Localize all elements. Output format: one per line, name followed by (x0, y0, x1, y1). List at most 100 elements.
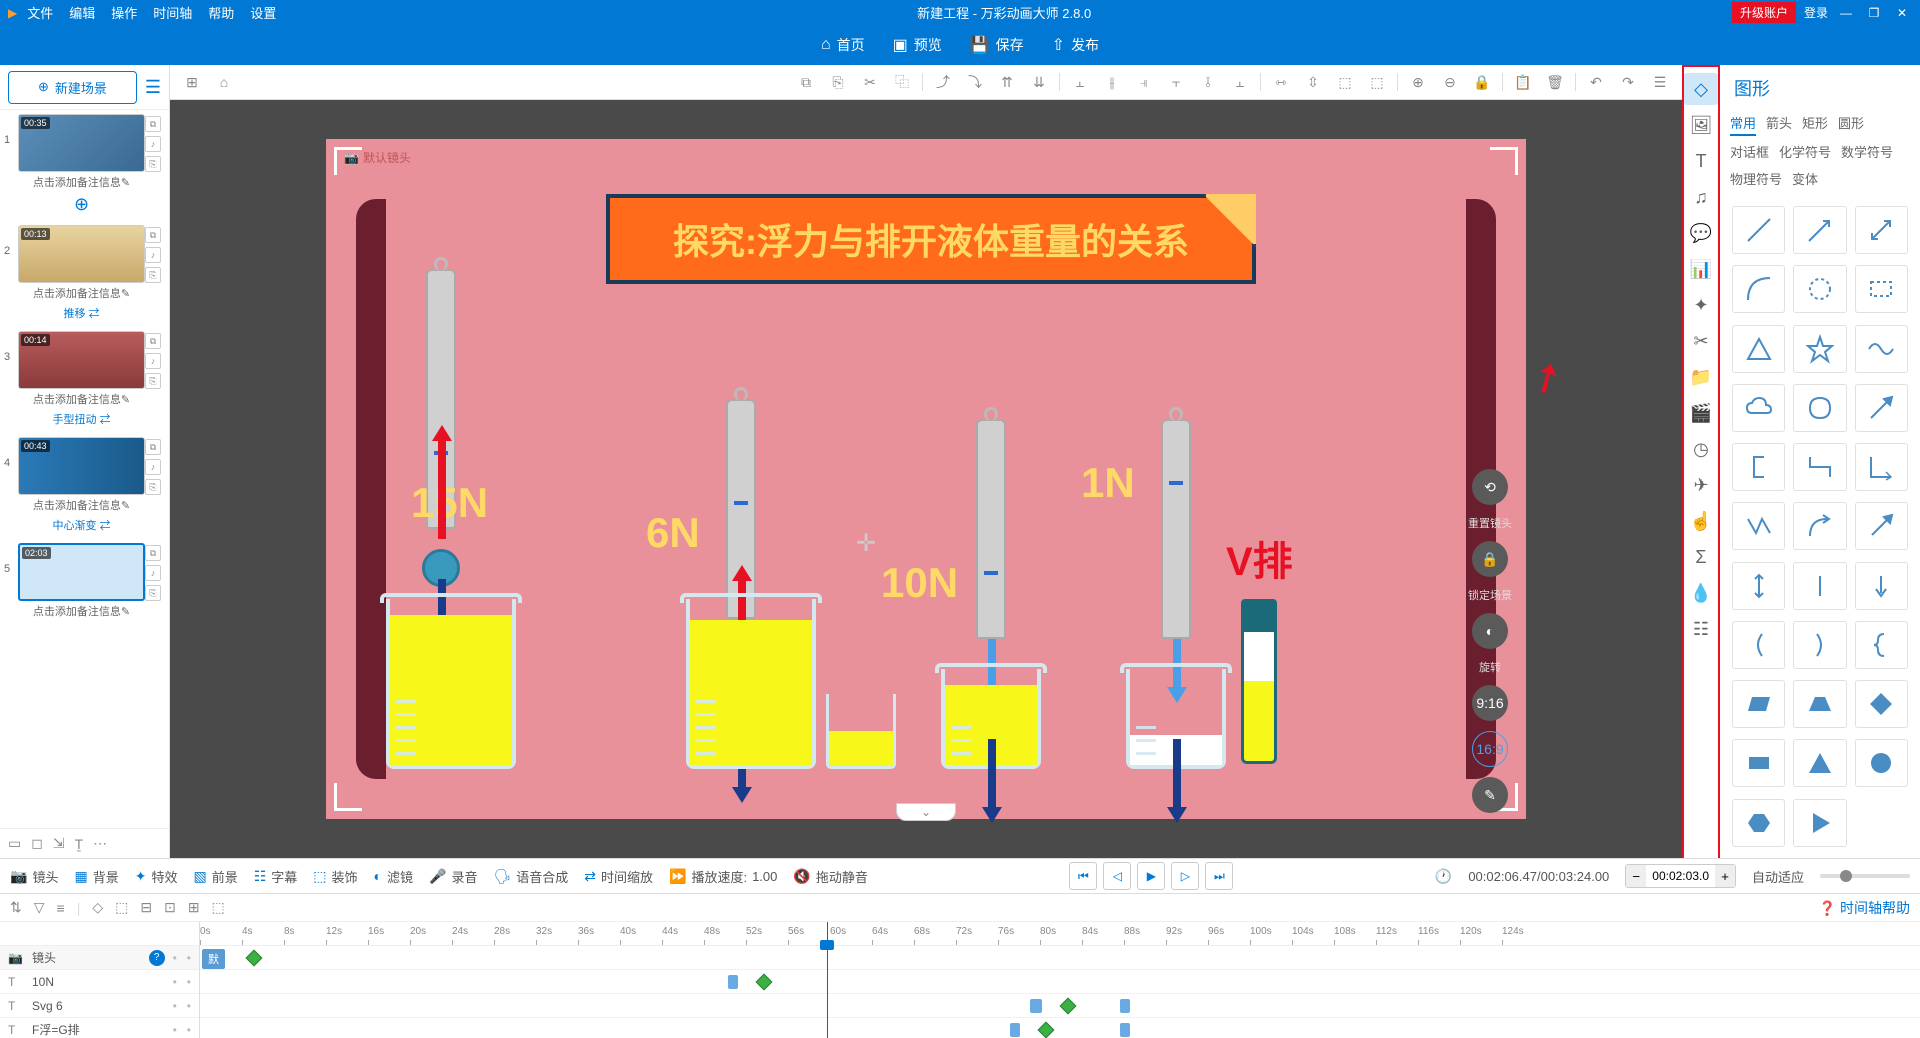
shapes-tab[interactable]: 对话框 (1730, 140, 1769, 163)
tt-decor[interactable]: ⬚装饰 (313, 867, 357, 886)
dup2-icon[interactable]: ⿻ (890, 70, 914, 94)
align-b-icon[interactable]: ⫠ (1228, 70, 1252, 94)
lock-icon[interactable]: 🔒 (1470, 70, 1494, 94)
text-tab-icon[interactable]: T (1684, 145, 1718, 177)
shape-lbracket[interactable] (1732, 443, 1785, 491)
track-head[interactable]: T 10N •• (0, 970, 199, 994)
group-icon[interactable]: ⬚ (1333, 70, 1357, 94)
scene-item[interactable]: 5 02:03 点击添加备注信息✎ ⧉♪⎘ (4, 543, 165, 621)
lock-scene-button[interactable]: 🔒 (1472, 541, 1508, 577)
tl-search-icon[interactable]: ≡ (57, 900, 65, 916)
shape-triangle[interactable] (1732, 325, 1785, 373)
menu-help[interactable]: 帮助 (208, 3, 234, 22)
shape-trap[interactable] (1793, 680, 1846, 728)
shapes-tab[interactable]: 变体 (1792, 167, 1818, 190)
tl-tool-5[interactable]: ⊞ (188, 899, 200, 916)
shape-vdbl[interactable] (1732, 562, 1785, 610)
prev-button[interactable]: ⏮ (1069, 862, 1097, 890)
track-head-camera[interactable]: 📷 镜头 ? •• (0, 946, 199, 970)
shapes-tab-icon[interactable]: ◇ (1684, 73, 1718, 105)
shape-step[interactable] (1793, 443, 1846, 491)
tt-mute[interactable]: 🔇拖动静音 (793, 867, 867, 886)
reset-camera-button[interactable]: ⟲ (1472, 469, 1508, 505)
layer-up-icon[interactable]: ⤴ (931, 70, 955, 94)
align-t-icon[interactable]: ⫟ (1164, 70, 1188, 94)
square-tool-icon[interactable]: ◻ (31, 835, 43, 852)
shape-wave[interactable] (1855, 325, 1908, 373)
shape-paren-l[interactable] (1732, 621, 1785, 669)
shapes-tab[interactable]: 化学符号 (1779, 140, 1831, 163)
tl-tool-2[interactable]: ⬚ (115, 899, 128, 916)
keyframe[interactable] (1038, 1022, 1055, 1038)
shape-down-arrow[interactable] (1855, 562, 1908, 610)
shapes-tab[interactable]: 数学符号 (1841, 140, 1893, 163)
shape-vline[interactable] (1793, 562, 1846, 610)
login-button[interactable]: 登录 (1804, 4, 1828, 21)
shape-zigzag[interactable] (1732, 502, 1785, 550)
track-row[interactable] (200, 994, 1920, 1018)
grid-icon[interactable]: ⊞ (180, 70, 204, 94)
clipboard-icon[interactable]: 📋 (1511, 70, 1535, 94)
export-tool-icon[interactable]: ⇲ (53, 835, 65, 852)
shape-brace[interactable] (1855, 621, 1908, 669)
timeline-ruler[interactable]: 0s4s8s12s16s20s24s28s32s36s40s44s48s52s5… (200, 922, 1920, 946)
step-fwd-button[interactable]: ▷ (1171, 862, 1199, 890)
tl-tool-1[interactable]: ◇ (92, 899, 103, 916)
clip[interactable] (728, 975, 738, 989)
dist-v-icon[interactable]: ⇳ (1301, 70, 1325, 94)
shape-para[interactable] (1732, 680, 1785, 728)
chat-tab-icon[interactable]: 💬 (1684, 217, 1718, 249)
layer-top-icon[interactable]: ⇈ (995, 70, 1019, 94)
folder-tab-icon[interactable]: 📁 (1684, 361, 1718, 393)
track-row[interactable] (200, 970, 1920, 994)
scene-list-mode-icon[interactable]: ☰ (145, 77, 161, 98)
shape-arrow2[interactable] (1855, 384, 1908, 432)
layer-bot-icon[interactable]: ⇊ (1027, 70, 1051, 94)
help-icon[interactable]: ? (149, 950, 165, 966)
track-row[interactable] (200, 1018, 1920, 1038)
tt-foreground[interactable]: ▧前景 (193, 867, 237, 886)
tracks-body[interactable]: 0s4s8s12s16s20s24s28s32s36s40s44s48s52s5… (200, 922, 1920, 1038)
shape-arrow[interactable] (1793, 206, 1846, 254)
next-button[interactable]: ⏭ (1205, 862, 1233, 890)
shape-elbow[interactable] (1855, 443, 1908, 491)
clip[interactable] (1120, 1023, 1130, 1037)
spin-down-button[interactable]: − (1626, 865, 1646, 887)
tt-filter[interactable]: ◐滤镜 (374, 867, 413, 886)
time-spinner[interactable]: −00:02:03.0+ (1625, 864, 1736, 888)
shape-tri-fill[interactable] (1793, 739, 1846, 787)
menu-file[interactable]: 文件 (27, 3, 53, 22)
track-row-camera[interactable]: 默 (200, 946, 1920, 970)
clip[interactable] (1010, 1023, 1020, 1037)
scene-item[interactable]: 1 00:35 点击添加备注信息✎ ⊕ ⧉♪⎘ (4, 114, 165, 217)
menu-edit[interactable]: 编辑 (69, 3, 95, 22)
menu-settings[interactable]: 设置 (250, 3, 276, 22)
menu-action[interactable]: 操作 (111, 3, 137, 22)
zoom-out-icon[interactable]: ⊖ (1438, 70, 1462, 94)
shape-curve-arrow[interactable] (1793, 502, 1846, 550)
minimize-icon[interactable]: — (1836, 6, 1856, 20)
image-tab-icon[interactable]: 🖼 (1684, 109, 1718, 141)
clock-tab-icon[interactable]: ◷ (1684, 433, 1718, 465)
expand-handle-icon[interactable]: ⌄ (896, 803, 956, 821)
tt-camera[interactable]: 📷镜头 (10, 867, 58, 886)
shape-cloud[interactable] (1732, 384, 1785, 432)
dup-icon[interactable]: ⧉ (145, 116, 161, 132)
shape-circle-fill[interactable] (1855, 739, 1908, 787)
undo-icon[interactable]: ↶ (1584, 70, 1608, 94)
copy-icon[interactable]: ⧉ (794, 70, 818, 94)
keyframe[interactable] (756, 974, 773, 991)
shape-line[interactable] (1732, 206, 1785, 254)
scene-item[interactable]: 4 00:43 点击添加备注信息✎ 中心渐变 ⇄ ⧉♪⎘ (4, 437, 165, 535)
zoom-slider[interactable] (1820, 874, 1910, 878)
shape-arc[interactable] (1732, 265, 1785, 313)
zoom-in-icon[interactable]: ⊕ (1406, 70, 1430, 94)
home-button[interactable]: ⌂首页 (821, 35, 865, 55)
shape-diamond[interactable] (1855, 680, 1908, 728)
tt-background[interactable]: ▦背景 (74, 867, 118, 886)
align-c-icon[interactable]: ⫲ (1100, 70, 1124, 94)
shape-rect-fill[interactable] (1732, 739, 1785, 787)
redo-icon[interactable]: ↷ (1616, 70, 1640, 94)
drop-tab-icon[interactable]: 💧 (1684, 577, 1718, 609)
tt-effects[interactable]: ✦特效 (135, 867, 178, 886)
